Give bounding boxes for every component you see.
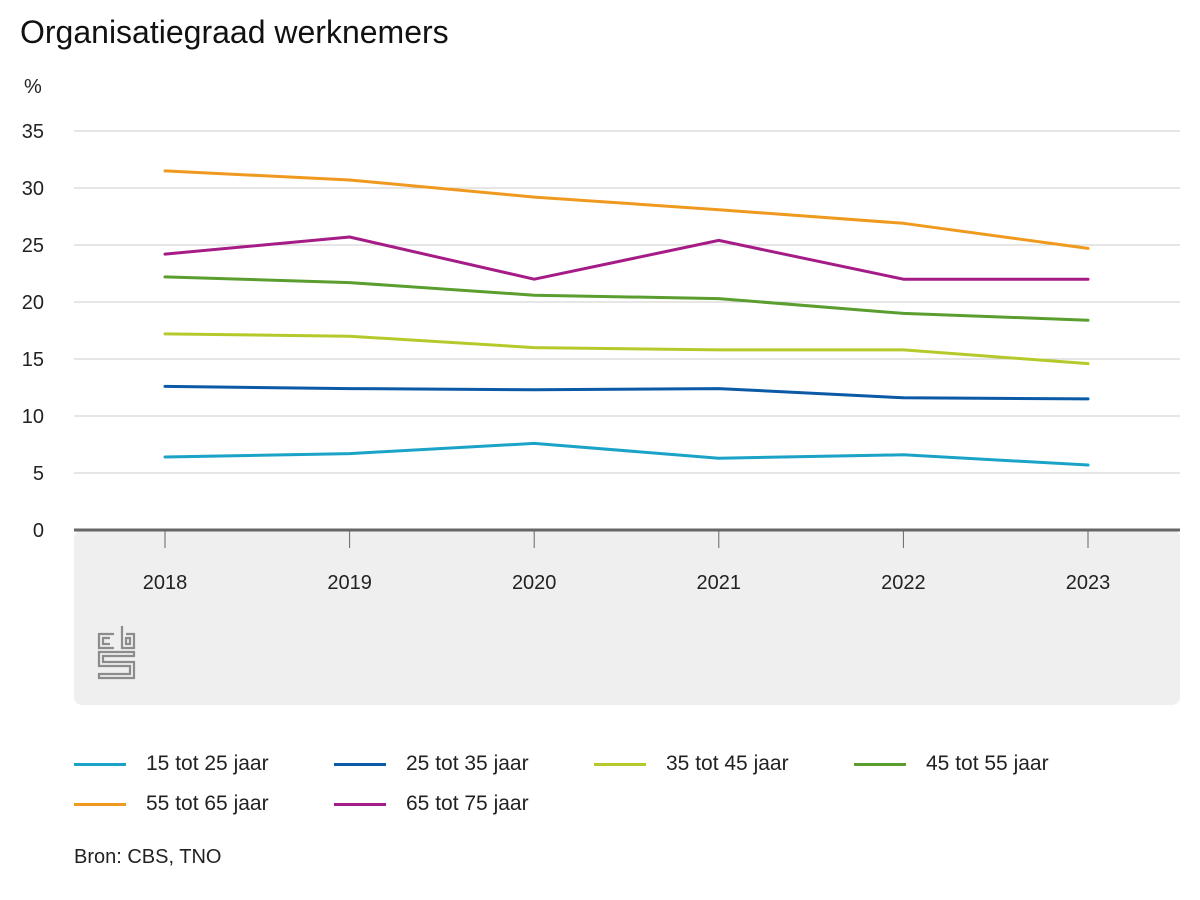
y-tick-label: 5 <box>33 463 44 485</box>
legend-item: 55 tot 65 jaar <box>74 792 269 816</box>
legend-swatch <box>334 762 386 766</box>
series-line <box>163 169 1090 250</box>
legend-item: 25 tot 35 jaar <box>334 752 529 776</box>
chart-title: Organisatiegraad werknemers <box>20 14 449 50</box>
x-tick-label: 2019 <box>327 572 372 594</box>
legend-swatch <box>74 802 126 806</box>
y-tick-label: 35 <box>22 121 44 143</box>
series-lines <box>163 169 1090 467</box>
x-axis: 2018 2019 2020 2021 2022 2023 <box>74 528 1180 594</box>
cbs-logo-mark <box>97 626 136 680</box>
legend-swatch <box>854 762 906 766</box>
legend-item: 15 tot 25 jaar <box>74 752 269 776</box>
legend-item: 35 tot 45 jaar <box>594 752 789 776</box>
series-line <box>163 384 1090 401</box>
y-tick-label: 30 <box>22 178 44 200</box>
series-line <box>163 275 1090 322</box>
legend-label: 35 tot 45 jaar <box>666 752 789 775</box>
legend-item: 45 tot 55 jaar <box>854 752 1049 776</box>
y-tick-label: 15 <box>22 349 44 371</box>
legend-label: 65 tot 75 jaar <box>406 792 529 815</box>
gridlines <box>74 130 1180 474</box>
legend-label: 25 tot 35 jaar <box>406 752 529 775</box>
x-axis-panel <box>74 530 1180 705</box>
legend-swatch <box>594 762 646 766</box>
x-tick-label: 2022 <box>881 572 926 594</box>
series-line <box>163 332 1090 366</box>
line-chart: 0 5 10 15 20 25 30 35 2018 2019 2020 2021 2022 2023 <box>22 121 1180 705</box>
x-tick-label: 2021 <box>697 572 742 594</box>
legend-item: 65 tot 75 jaar <box>334 792 529 816</box>
series-line <box>163 441 1090 467</box>
legend-label: 55 tot 65 jaar <box>146 792 269 815</box>
y-tick-label: 10 <box>22 406 44 428</box>
x-tick-label: 2020 <box>512 572 557 594</box>
legend-label: 15 tot 25 jaar <box>146 752 269 775</box>
source-note: Bron: CBS, TNO <box>74 846 222 868</box>
legend-swatch <box>74 762 126 766</box>
y-tick-label: 0 <box>33 520 44 542</box>
x-tick-label: 2018 <box>143 572 188 594</box>
y-axis-unit: % <box>24 76 42 98</box>
legend-swatch <box>334 802 386 806</box>
y-tick-label: 25 <box>22 235 44 257</box>
cbs-logo-icon <box>97 626 136 680</box>
y-axis-ticks: 0 5 10 15 20 25 30 35 <box>22 121 44 542</box>
y-tick-label: 20 <box>22 292 44 314</box>
x-tick-label: 2023 <box>1066 572 1111 594</box>
series-line <box>163 235 1090 281</box>
legend-label: 45 tot 55 jaar <box>926 752 1049 775</box>
